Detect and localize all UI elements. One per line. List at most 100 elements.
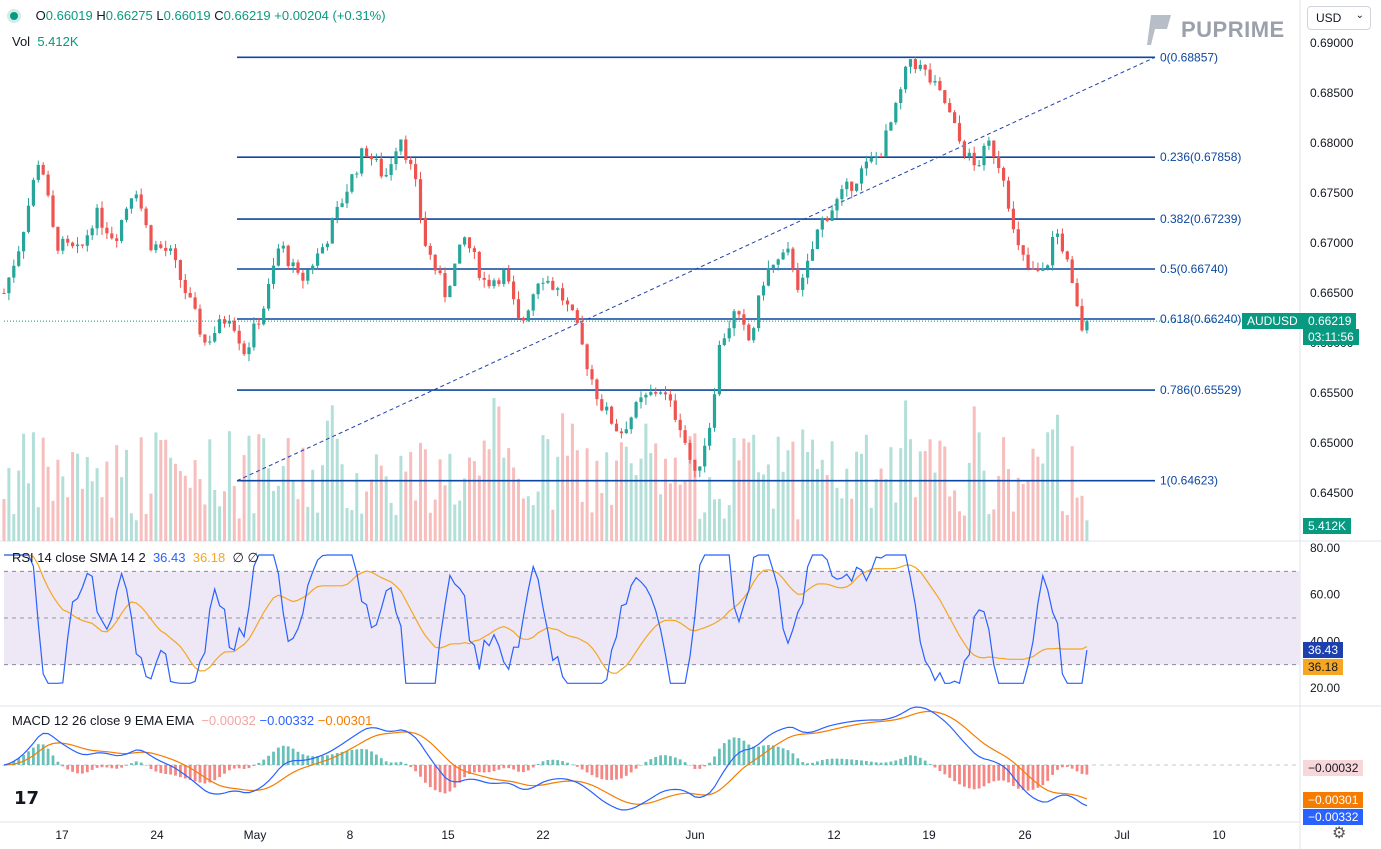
- macd-histogram-bar: [100, 765, 104, 768]
- candle-body: [722, 338, 726, 345]
- volume-bar: [580, 501, 584, 541]
- macd-histogram-bar: [820, 759, 824, 765]
- macd-histogram-bar: [193, 765, 197, 782]
- candle-body: [526, 310, 530, 321]
- volume-bar: [76, 453, 79, 541]
- candle-body: [585, 344, 589, 370]
- macd-histogram-bar: [673, 757, 677, 765]
- macd-histogram-bar: [590, 765, 594, 776]
- macd-histogram-bar: [473, 765, 476, 773]
- volume-bar: [909, 439, 912, 541]
- volume-bar: [46, 466, 50, 541]
- candle-body: [222, 319, 227, 324]
- volume-bar: [879, 468, 883, 541]
- macd-histogram-bar: [237, 765, 241, 769]
- candle-body: [864, 161, 868, 169]
- price-axis-tick: 0.69000: [1310, 36, 1354, 50]
- macd-label: MACD: [12, 713, 51, 728]
- volume-bar: [134, 520, 138, 541]
- volume-tag: 5.412K: [1303, 518, 1352, 534]
- macd-histogram-bar: [845, 759, 849, 765]
- macd-histogram-bar: [982, 765, 986, 787]
- candle-body: [879, 156, 883, 158]
- candle-body: [835, 199, 839, 211]
- tradingview-logo-icon[interactable]: 𝟭𝟳: [14, 788, 40, 808]
- candle-body: [972, 152, 976, 166]
- candle-body: [1075, 283, 1079, 307]
- time-axis-tick: 8: [347, 828, 354, 842]
- candle-body: [105, 227, 109, 234]
- macd-histogram-bar: [370, 751, 373, 765]
- macd-histogram-bar: [22, 755, 25, 765]
- volume-bar: [1021, 484, 1025, 541]
- macd-histogram-bar: [659, 755, 662, 765]
- candle-body: [134, 194, 138, 199]
- candle-body: [394, 151, 398, 165]
- volume-bar: [120, 477, 124, 541]
- volume-bar: [66, 497, 70, 541]
- macd-histogram-bar: [502, 765, 506, 769]
- volume-bar: [566, 455, 569, 541]
- volume-bar: [918, 451, 922, 541]
- volume-bar: [276, 485, 280, 541]
- candle-body: [365, 148, 369, 157]
- candle-body: [36, 164, 40, 180]
- candle-body: [316, 253, 320, 266]
- candle-body: [884, 130, 888, 157]
- volume-bar: [105, 461, 109, 541]
- volume-bar: [615, 460, 618, 541]
- macd-histogram-bar: [522, 765, 525, 773]
- macd-histogram-bar: [914, 755, 917, 765]
- price-axis-tick: 0.66500: [1310, 286, 1354, 300]
- volume-bar: [453, 504, 457, 541]
- candle-body: [561, 288, 565, 301]
- volume-bar: [468, 457, 471, 541]
- candle-body: [227, 320, 231, 324]
- currency-select[interactable]: USD ⌄: [1307, 6, 1371, 30]
- candle-body: [982, 145, 986, 166]
- volume-bar: [321, 465, 324, 541]
- macd-histogram-bar: [644, 761, 648, 765]
- candle-body: [389, 164, 393, 176]
- macd-histogram-bar: [360, 748, 364, 765]
- volume-bar: [330, 405, 334, 541]
- settings-gear-icon[interactable]: ⚙: [1332, 825, 1347, 842]
- candle-body: [242, 343, 246, 355]
- macd-histogram-bar: [247, 765, 251, 769]
- macd-histogram-bar: [188, 765, 192, 780]
- macd-histogram-bar: [669, 756, 672, 765]
- volume-bar: [742, 438, 746, 541]
- volume-bar: [232, 485, 236, 541]
- volume-bar: [762, 474, 765, 541]
- fib-label: 0.382(0.67239): [1160, 212, 1241, 226]
- volume-bar: [512, 467, 516, 541]
- volume-bar: [904, 400, 908, 541]
- volume-bar: [482, 440, 486, 541]
- macd-histogram-bar: [1041, 765, 1045, 786]
- macd-histogram-bar: [948, 765, 952, 778]
- candle-body: [203, 334, 207, 343]
- candle-body: [899, 89, 903, 104]
- macd-histogram-bar: [335, 753, 339, 765]
- volume-bar: [619, 442, 623, 541]
- fibonacci-retracement[interactable]: 0(0.68857) 0.236(0.67858) 0.382(0.67239) 0.…: [4, 50, 1300, 488]
- candle-body: [859, 168, 864, 184]
- macd-histogram-bar: [629, 765, 633, 773]
- candle-body: [752, 328, 756, 341]
- volume-bar: [899, 448, 903, 541]
- candle-body: [708, 427, 712, 446]
- macd-histogram-bar: [110, 765, 114, 769]
- volume-bar: [144, 514, 148, 541]
- volume-bar: [869, 507, 873, 541]
- candle-body: [1021, 245, 1025, 255]
- volume-bar: [237, 518, 241, 541]
- ohlc-header: O0.66019 H0.66275 L0.66019 C0.66219 +0.0…: [10, 8, 386, 23]
- candle-body: [698, 466, 702, 471]
- volume-bar: [169, 457, 173, 541]
- macd-histogram-bar: [967, 765, 971, 789]
- volume-bar: [546, 439, 550, 541]
- volume-bar: [335, 438, 339, 541]
- candle-body: [928, 69, 932, 83]
- volume-bar: [796, 519, 800, 541]
